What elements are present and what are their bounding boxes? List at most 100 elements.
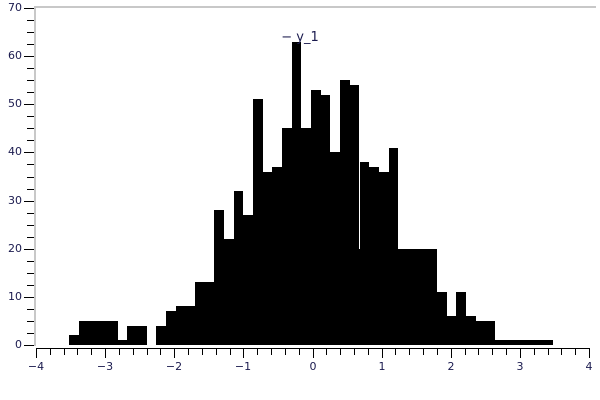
x-axis-minor-tick [216, 348, 217, 355]
histogram-bar [233, 190, 244, 249]
x-axis-minor-tick [326, 348, 327, 355]
x-axis-tick-label: 1 [378, 360, 386, 373]
x-axis-minor-tick [437, 348, 438, 355]
histogram-bar [494, 248, 505, 341]
y-axis-minor-tick [27, 321, 34, 322]
histogram-bar [243, 215, 254, 249]
y-axis-minor-tick [27, 68, 34, 69]
histogram-bar [224, 239, 234, 249]
y-axis-tick-label: 10 [8, 290, 22, 303]
histogram-bar [320, 94, 331, 249]
histogram-bar [369, 166, 379, 249]
x-axis-minor-tick [492, 348, 493, 355]
x-axis-minor-tick [561, 348, 562, 355]
x-axis-major-tick [589, 348, 590, 358]
x-axis-major-tick [382, 348, 383, 358]
histogram-bar [156, 248, 166, 326]
x-axis-minor-tick [91, 348, 92, 355]
x-axis-minor-tick [534, 348, 535, 355]
histogram-bar [204, 248, 215, 283]
x-axis-minor-tick [50, 348, 51, 355]
x-axis-tick-label: 0 [309, 360, 317, 373]
histogram-bar [330, 152, 341, 249]
x-axis-title: − y_1 [281, 30, 319, 45]
x-axis-tick-label: −1 [234, 360, 252, 373]
x-axis-major-tick [451, 348, 452, 358]
y-axis-minor-tick [27, 116, 34, 117]
x-axis-minor-tick [188, 348, 189, 355]
x-axis-tick-label: 3 [516, 360, 524, 373]
x-axis-tick-label: −4 [27, 360, 45, 373]
y-axis-major-tick [24, 8, 34, 9]
y-axis-minor-tick [27, 237, 34, 238]
x-axis-tick-label: 2 [447, 360, 455, 373]
y-axis-major-tick [24, 249, 34, 250]
x-axis-tick-label: −2 [165, 360, 183, 373]
histogram-bar [165, 248, 176, 312]
y-axis-major-tick [24, 152, 34, 153]
x-axis-minor-tick [64, 348, 65, 355]
histogram-bar [301, 128, 312, 249]
histogram-bar [465, 248, 476, 317]
histogram-bar [533, 248, 544, 341]
y-axis-minor-tick [27, 80, 34, 81]
y-axis-minor-tick [27, 225, 34, 226]
histogram-bar [88, 248, 99, 321]
histogram-bar [543, 248, 554, 341]
histogram-bar [388, 147, 399, 249]
y-axis-minor-tick [27, 189, 34, 190]
y-axis-major-tick [24, 104, 34, 105]
histogram-bar [127, 248, 137, 326]
y-axis-minor-tick [27, 213, 34, 214]
histogram-bar [446, 248, 457, 317]
y-axis-minor-tick [27, 177, 34, 178]
y-axis-minor-tick [27, 273, 34, 274]
y-axis-minor-tick [27, 309, 34, 310]
histogram-bars [36, 6, 590, 348]
x-axis-minor-tick [271, 348, 272, 355]
y-axis-minor-tick [27, 164, 34, 165]
histogram-bar [69, 248, 79, 336]
histogram-bar [340, 80, 350, 249]
y-axis-major-tick [24, 297, 34, 298]
x-axis-minor-tick [230, 348, 231, 355]
y-axis-minor-tick [27, 20, 34, 21]
y-axis-minor-tick [27, 44, 34, 45]
y-axis-major-tick [24, 56, 34, 57]
histogram-bar [146, 248, 157, 345]
histogram-bar [117, 248, 128, 341]
histogram-bar [311, 89, 321, 249]
x-axis-major-tick [174, 348, 175, 358]
x-axis-minor-tick [478, 348, 479, 355]
y-axis-tick-label: 30 [8, 194, 22, 207]
y-axis-tick-label: 0 [15, 338, 22, 351]
histogram-bar [349, 85, 360, 249]
histogram-bar [214, 210, 224, 249]
x-axis-minor-tick [354, 348, 355, 355]
histogram-bar [262, 171, 273, 249]
y-axis-minor-tick [27, 285, 34, 286]
x-axis-minor-tick [368, 348, 369, 355]
histogram-bar [378, 171, 389, 249]
x-axis-minor-tick [257, 348, 258, 355]
histogram-bar [359, 162, 370, 249]
x-axis-major-tick [520, 348, 521, 358]
y-axis-minor-tick [27, 92, 34, 93]
histogram-bar [136, 248, 147, 326]
histogram-bar [185, 248, 195, 307]
histogram-bar [291, 41, 302, 249]
x-axis-minor-tick [548, 348, 549, 355]
x-axis-minor-tick [202, 348, 203, 355]
y-axis-tick-label: 20 [8, 242, 22, 255]
histogram-bar [514, 248, 525, 341]
plot-frame-top [34, 6, 596, 8]
x-axis-minor-tick [119, 348, 120, 355]
y-axis-minor-tick [27, 140, 34, 141]
histogram-bar [475, 248, 486, 321]
histogram-bar [175, 248, 186, 307]
histogram-bar [436, 248, 447, 293]
x-axis-minor-tick [409, 348, 410, 355]
y-axis-major-tick [24, 345, 34, 346]
x-axis-minor-tick [160, 348, 161, 355]
histogram-bar [98, 248, 108, 321]
